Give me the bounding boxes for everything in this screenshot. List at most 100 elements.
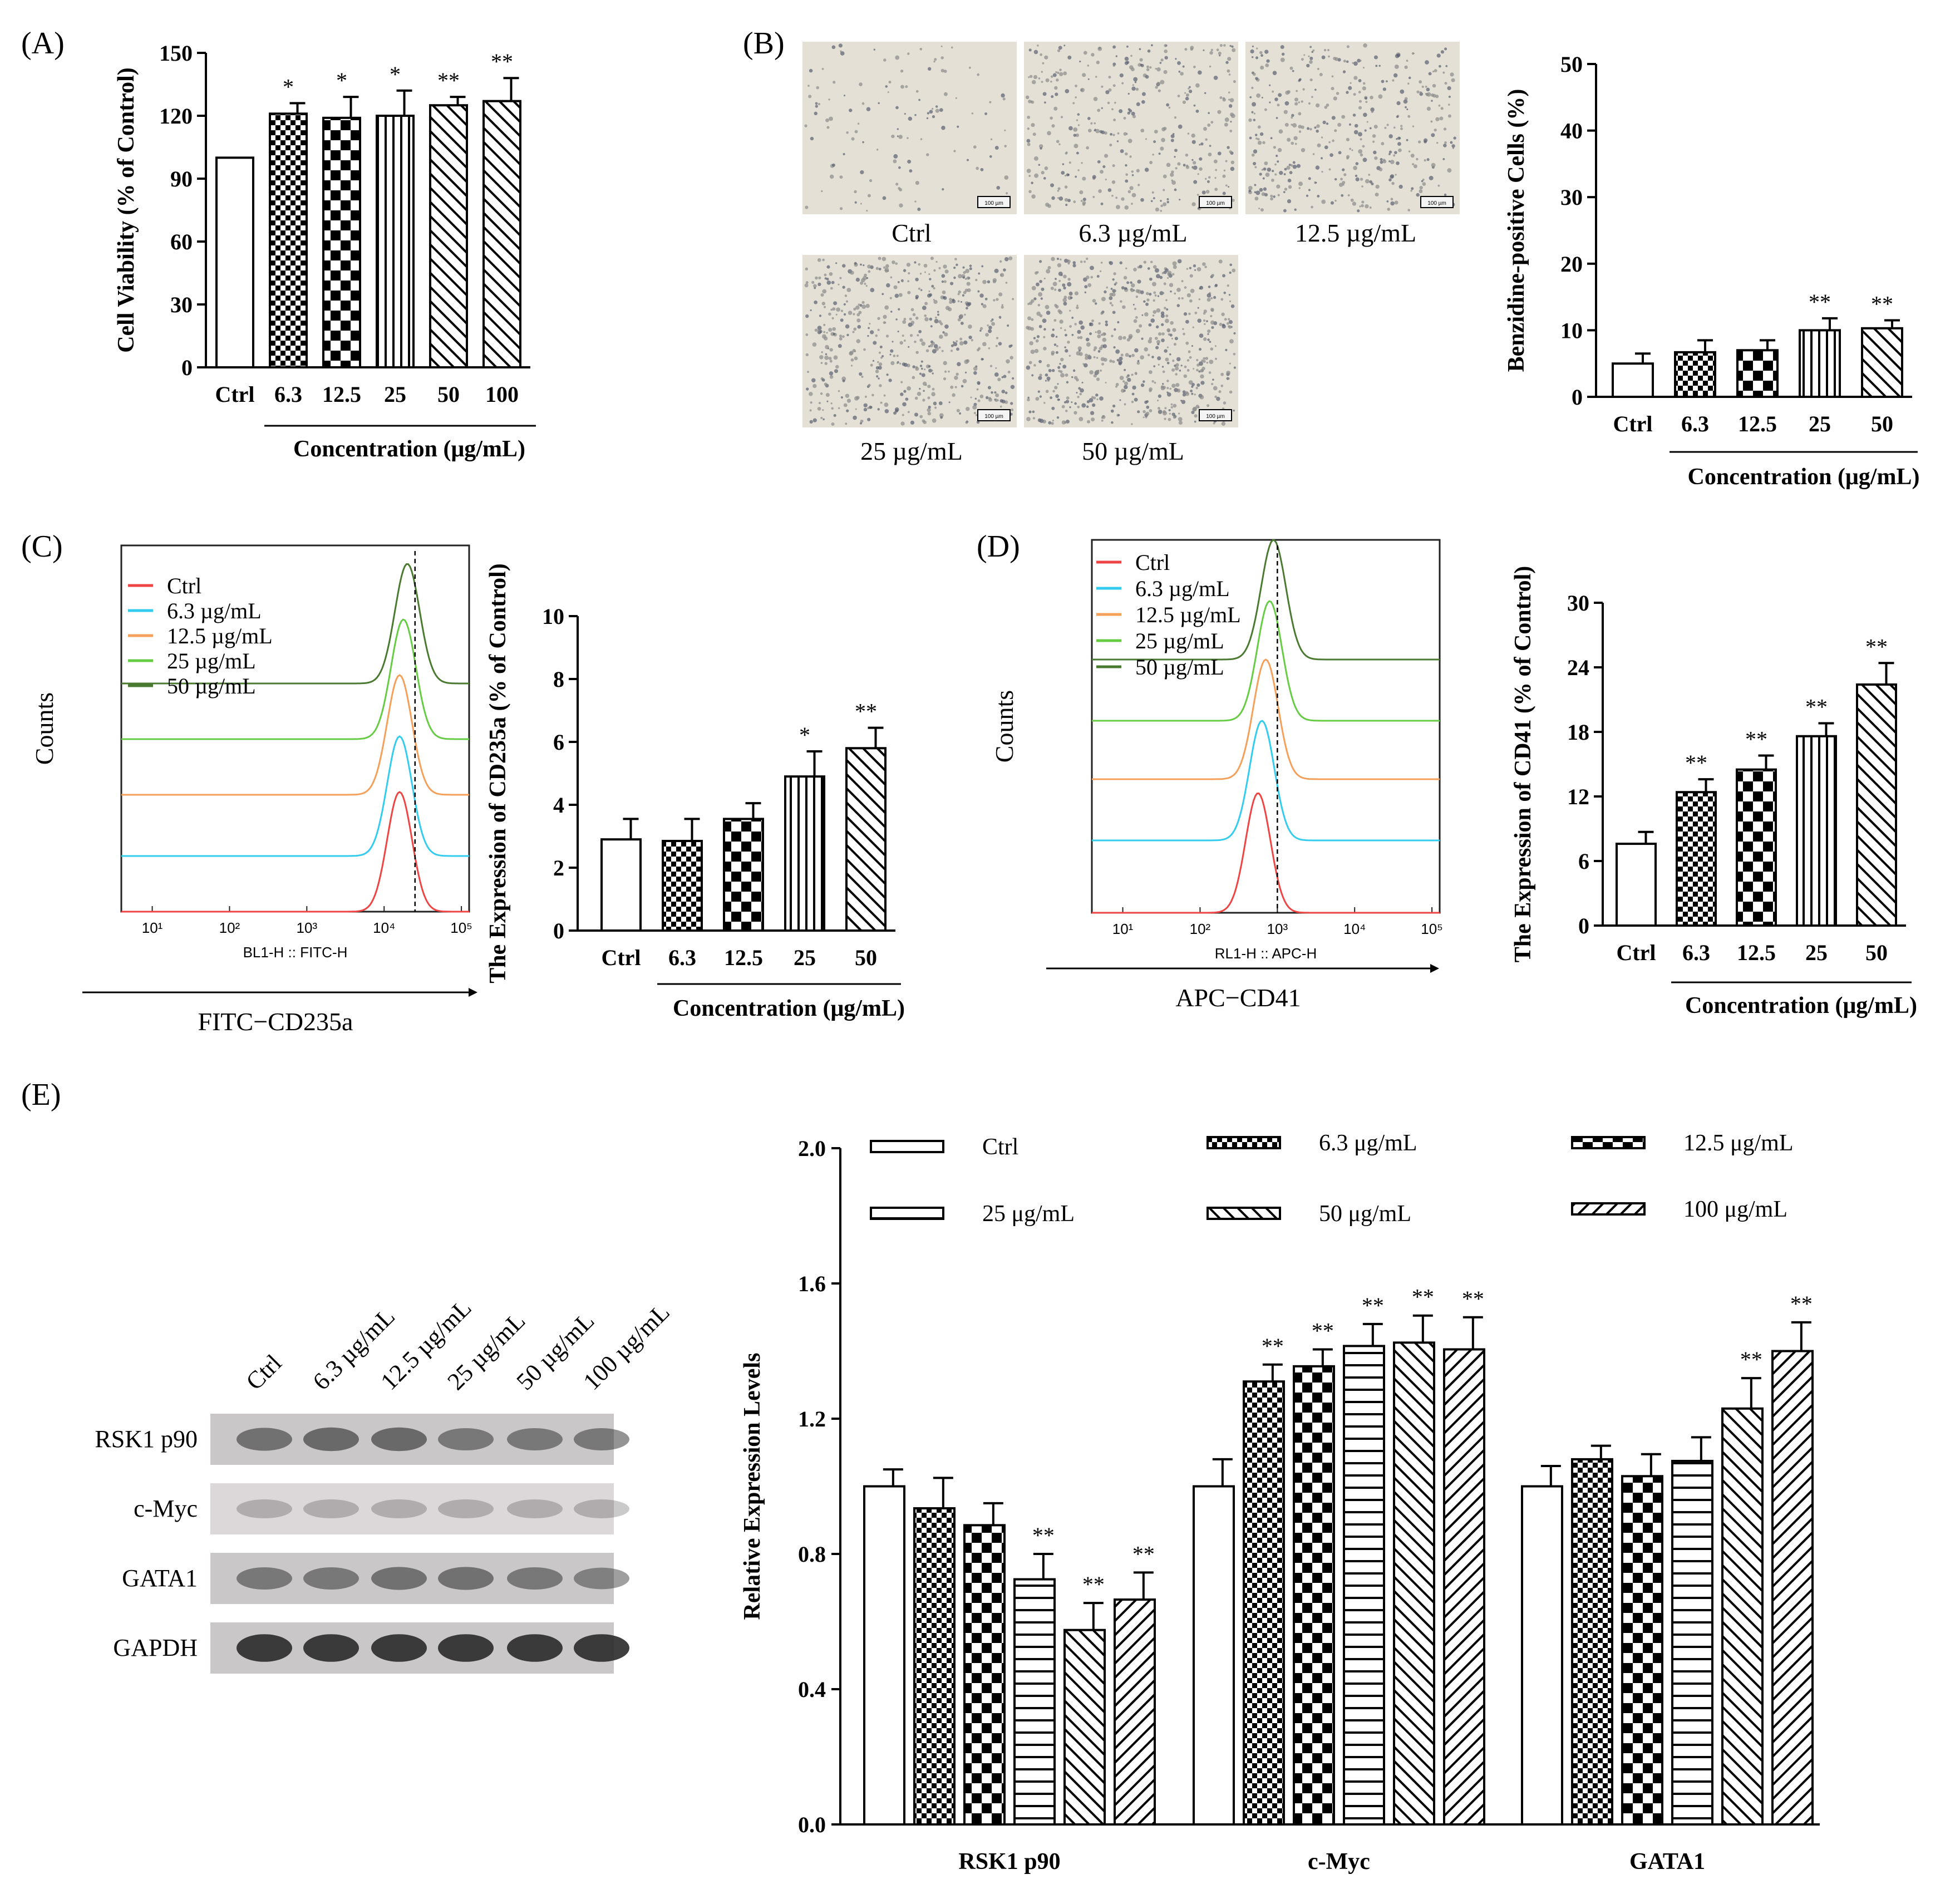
cell-dot — [1065, 152, 1067, 155]
cell-dot — [1436, 53, 1441, 58]
cell-dot — [1090, 411, 1095, 415]
cell-dot — [1051, 422, 1054, 425]
cell-dot — [1448, 95, 1451, 98]
cell-dot — [1338, 151, 1342, 155]
blot-band — [507, 1428, 563, 1450]
cell-dot — [1196, 194, 1199, 196]
cell-dot — [1175, 373, 1178, 376]
cell-dot — [1350, 82, 1352, 84]
cell-dot — [1140, 355, 1145, 360]
cell-dot — [1170, 139, 1174, 142]
cell-dot — [1209, 51, 1213, 55]
cell-dot — [1219, 55, 1221, 57]
cell-dot — [926, 117, 929, 120]
cell-dot — [1173, 404, 1177, 408]
significance-label: ** — [1362, 1293, 1384, 1318]
cell-dot — [1394, 200, 1398, 205]
cell-dot — [1213, 75, 1218, 80]
cell-dot — [1431, 163, 1436, 168]
cell-dot — [812, 342, 817, 347]
cell-dot — [1347, 194, 1350, 196]
cell-dot — [829, 371, 834, 376]
cell-dot — [931, 284, 934, 288]
cell-dot — [1067, 199, 1071, 203]
y-tick-label: 0 — [181, 355, 193, 380]
cell-dot — [1037, 303, 1041, 307]
cell-dot — [1160, 146, 1164, 151]
cell-dot — [1386, 200, 1389, 203]
cell-dot — [1065, 373, 1068, 377]
cell-dot — [1087, 65, 1090, 67]
cell-dot — [1116, 205, 1120, 209]
cell-dot — [1178, 421, 1183, 425]
cell-dot — [1346, 91, 1349, 94]
cell-dot — [867, 385, 870, 387]
cell-dot — [1168, 409, 1171, 412]
cell-dot — [805, 281, 809, 284]
cell-dot — [884, 402, 889, 407]
cell-dot — [1135, 295, 1138, 298]
cell-dot — [968, 324, 972, 329]
cell-dot — [868, 270, 871, 273]
cell-dot — [1111, 108, 1114, 111]
cell-dot — [1112, 84, 1116, 87]
cell-dot — [805, 353, 809, 357]
cell-dot — [909, 334, 913, 337]
x-axis-label: Concentration (μg/mL) — [1688, 464, 1920, 490]
bar — [600, 838, 642, 932]
cell-dot — [1168, 106, 1171, 109]
cell-dot — [1160, 385, 1164, 388]
cell-dot — [1363, 43, 1367, 48]
cell-dot — [1224, 122, 1228, 127]
cell-dot — [1326, 122, 1329, 125]
cell-dot — [953, 276, 956, 279]
cell-dot — [1055, 305, 1059, 309]
legend-swatch — [870, 1140, 944, 1153]
cell-dot — [1396, 115, 1399, 119]
cell-dot — [1301, 58, 1304, 61]
protein-label: c-Myc — [134, 1495, 198, 1522]
cell-dot — [1077, 405, 1080, 409]
cell-dot — [1309, 127, 1312, 131]
cell-dot — [1284, 168, 1287, 171]
cell-dot — [996, 186, 1001, 190]
bar — [1736, 768, 1777, 927]
cell-dot — [1006, 359, 1010, 364]
cell-dot — [1105, 178, 1107, 181]
cell-dot — [1043, 277, 1046, 280]
cell-dot — [1211, 326, 1214, 329]
cell-dot — [1042, 62, 1045, 65]
cell-dot — [820, 293, 824, 297]
cell-dot — [1081, 162, 1083, 164]
cell-dot — [1388, 160, 1391, 163]
cell-dot — [1038, 376, 1042, 380]
cell-dot — [956, 347, 959, 351]
cell-dot — [1099, 396, 1104, 401]
x-tick-label: RSK1 p90 — [958, 1849, 1060, 1875]
cell-dot — [1163, 126, 1167, 130]
cell-dot — [1131, 203, 1133, 205]
cell-dot — [1405, 106, 1407, 109]
cell-dot — [914, 261, 917, 264]
cell-dot — [1089, 398, 1094, 402]
cell-dot — [950, 350, 953, 352]
cell-dot — [919, 415, 923, 419]
cell-dot — [1255, 56, 1259, 60]
cell-dot — [869, 179, 873, 183]
cell-dot — [1416, 193, 1420, 197]
cell-dot — [915, 351, 919, 354]
cell-dot — [969, 267, 972, 270]
cell-dot — [951, 46, 953, 49]
cell-dot — [1127, 139, 1132, 144]
cell-dot — [1027, 326, 1032, 331]
cell-dot — [1153, 365, 1156, 367]
cell-dot — [1108, 76, 1111, 79]
cell-dot — [1011, 408, 1014, 411]
cell-dot — [1158, 152, 1161, 155]
cell-dot — [861, 102, 865, 105]
cell-dot — [928, 405, 931, 409]
cell-dot — [1095, 302, 1097, 305]
cell-dot — [1055, 351, 1058, 354]
bar — [1616, 843, 1657, 927]
